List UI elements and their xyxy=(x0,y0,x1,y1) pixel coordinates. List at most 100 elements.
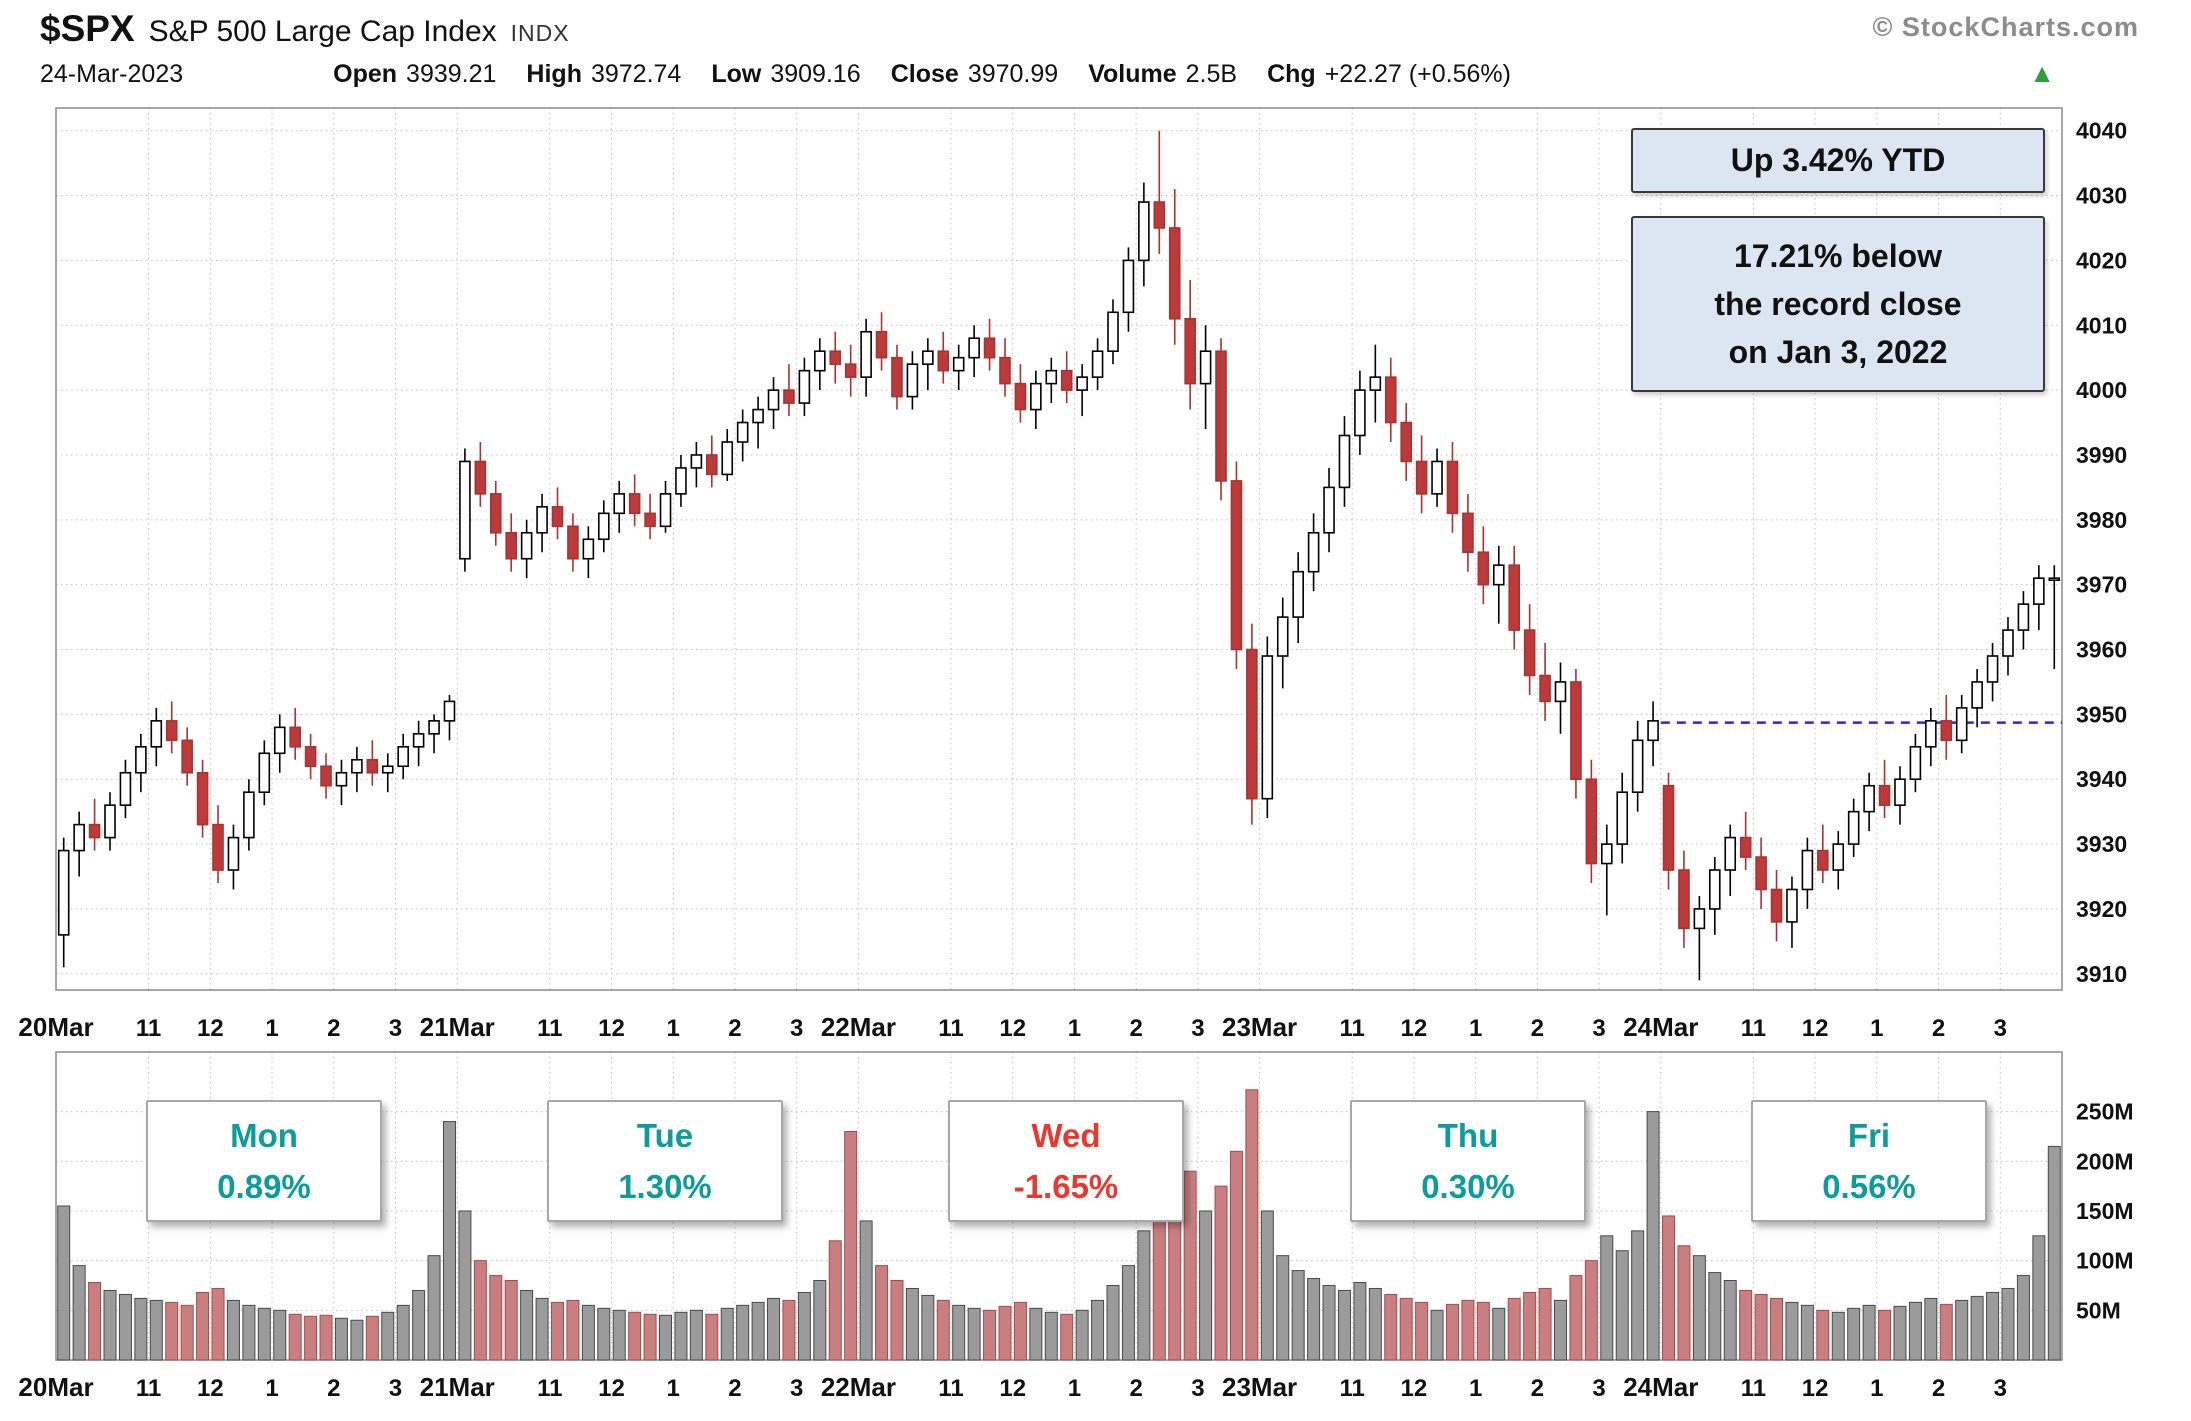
chart-titlebar: $SPX S&P 500 Large Cap Index INDX xyxy=(40,8,570,50)
svg-text:4030: 4030 xyxy=(2076,183,2127,209)
svg-text:3980: 3980 xyxy=(2076,507,2127,533)
record-close-annotation: 17.21% below the record close on Jan 3, … xyxy=(1631,216,2045,392)
svg-text:4000: 4000 xyxy=(2076,377,2127,403)
svg-text:2: 2 xyxy=(1129,1015,1142,1042)
record-close-line2: the record close xyxy=(1714,286,1962,322)
svg-text:11: 11 xyxy=(1339,1375,1364,1402)
svg-text:1: 1 xyxy=(667,1015,680,1042)
svg-text:12: 12 xyxy=(197,1375,224,1402)
svg-text:2: 2 xyxy=(1531,1375,1544,1402)
symbol: $SPX xyxy=(40,8,135,49)
day-box-tue: Tue 1.30% xyxy=(547,1100,783,1223)
svg-text:250M: 250M xyxy=(2076,1099,2134,1125)
day-box-fri-name: Fri xyxy=(1847,1117,1891,1154)
svg-text:100M: 100M xyxy=(2076,1248,2134,1274)
svg-text:11: 11 xyxy=(136,1015,161,1042)
chg-value: +22.27 (+0.56%) xyxy=(1324,60,1511,88)
svg-text:3: 3 xyxy=(1592,1375,1605,1402)
svg-text:3: 3 xyxy=(790,1375,803,1402)
volume-value: 2.5B xyxy=(1185,60,1238,88)
quote-line: 24-Mar-2023 Open 3939.21 High 3972.74 Low 3… xyxy=(40,60,1541,89)
day-box-wed-pct: -1.65% xyxy=(1013,1168,1119,1206)
close-value: 3970.99 xyxy=(967,60,1059,88)
svg-text:3: 3 xyxy=(1191,1375,1204,1402)
svg-text:11: 11 xyxy=(537,1375,562,1402)
svg-text:20Mar: 20Mar xyxy=(18,1372,93,1402)
up-arrow-icon: ▲ xyxy=(2029,58,2055,88)
svg-text:12: 12 xyxy=(598,1015,625,1042)
stat-close: Close 3970.99 xyxy=(891,60,1058,89)
svg-text:2: 2 xyxy=(728,1015,741,1042)
svg-text:22Mar: 22Mar xyxy=(821,1372,896,1402)
svg-text:3930: 3930 xyxy=(2076,831,2127,857)
svg-text:24Mar: 24Mar xyxy=(1623,1372,1698,1402)
svg-text:24Mar: 24Mar xyxy=(1623,1012,1698,1042)
svg-text:12: 12 xyxy=(1802,1375,1829,1402)
svg-text:1: 1 xyxy=(1469,1375,1482,1402)
svg-text:3970: 3970 xyxy=(2076,572,2127,598)
open-value: 3939.21 xyxy=(406,60,497,88)
day-box-mon: Mon 0.89% xyxy=(146,1100,382,1223)
chg-label: Chg xyxy=(1267,60,1316,88)
svg-text:3: 3 xyxy=(389,1375,402,1402)
svg-text:11: 11 xyxy=(1741,1015,1766,1042)
high-value: 3972.74 xyxy=(590,60,682,88)
quote-date: 24-Mar-2023 xyxy=(40,60,184,88)
svg-text:150M: 150M xyxy=(2076,1198,2134,1224)
svg-text:3940: 3940 xyxy=(2076,766,2127,792)
stat-volume: Volume 2.5B xyxy=(1088,60,1237,89)
svg-text:1: 1 xyxy=(1870,1375,1883,1402)
svg-text:2: 2 xyxy=(327,1015,340,1042)
low-value: 3909.16 xyxy=(770,60,861,88)
svg-text:21Mar: 21Mar xyxy=(420,1012,495,1042)
svg-text:3990: 3990 xyxy=(2076,442,2127,468)
svg-text:20Mar: 20Mar xyxy=(18,1012,93,1042)
svg-text:11: 11 xyxy=(1339,1015,1364,1042)
svg-text:3: 3 xyxy=(1994,1015,2007,1042)
svg-text:11: 11 xyxy=(1741,1375,1766,1402)
svg-text:50M: 50M xyxy=(2076,1297,2121,1323)
stat-high: High 3972.74 xyxy=(526,60,681,89)
day-box-fri: Fri 0.56% xyxy=(1751,1100,1987,1223)
svg-text:12: 12 xyxy=(598,1375,625,1402)
svg-text:4020: 4020 xyxy=(2076,247,2127,273)
svg-text:3: 3 xyxy=(1592,1015,1605,1042)
svg-text:3950: 3950 xyxy=(2076,701,2127,727)
day-box-mon-pct: 0.89% xyxy=(217,1168,311,1206)
record-close-line3: on Jan 3, 2022 xyxy=(1728,334,1948,370)
svg-text:1: 1 xyxy=(1870,1015,1883,1042)
stat-chg: Chg +22.27 (+0.56%) xyxy=(1267,60,1511,89)
svg-text:3: 3 xyxy=(1191,1015,1204,1042)
svg-text:12: 12 xyxy=(999,1375,1026,1402)
volume-label: Volume xyxy=(1088,60,1177,88)
day-box-fri-pct: 0.56% xyxy=(1822,1168,1916,1206)
svg-text:1: 1 xyxy=(1469,1015,1482,1042)
svg-text:3: 3 xyxy=(790,1015,803,1042)
svg-text:11: 11 xyxy=(938,1015,963,1042)
svg-text:2: 2 xyxy=(327,1375,340,1402)
index-name: S&P 500 Large Cap Index xyxy=(148,15,497,48)
open-label: Open xyxy=(333,60,398,88)
svg-text:1: 1 xyxy=(1068,1015,1081,1042)
svg-text:12: 12 xyxy=(1401,1015,1428,1042)
svg-text:2: 2 xyxy=(1531,1015,1544,1042)
svg-text:2: 2 xyxy=(1129,1375,1142,1402)
svg-text:12: 12 xyxy=(999,1015,1026,1042)
svg-text:2: 2 xyxy=(1932,1015,1945,1042)
high-label: High xyxy=(526,60,582,88)
svg-text:22Mar: 22Mar xyxy=(821,1012,896,1042)
day-box-tue-pct: 1.30% xyxy=(618,1168,712,1206)
svg-text:1: 1 xyxy=(667,1375,680,1402)
low-label: Low xyxy=(711,60,762,88)
svg-text:1: 1 xyxy=(1068,1375,1081,1402)
svg-text:4010: 4010 xyxy=(2076,312,2127,338)
exchange-tag: INDX xyxy=(510,20,570,46)
svg-text:11: 11 xyxy=(938,1375,963,1402)
svg-text:3910: 3910 xyxy=(2076,961,2127,987)
ytd-annotation: Up 3.42% YTD xyxy=(1631,128,2045,193)
day-box-thu: Thu 0.30% xyxy=(1350,1100,1586,1223)
svg-text:23Mar: 23Mar xyxy=(1222,1012,1297,1042)
svg-text:3: 3 xyxy=(1994,1375,2007,1402)
